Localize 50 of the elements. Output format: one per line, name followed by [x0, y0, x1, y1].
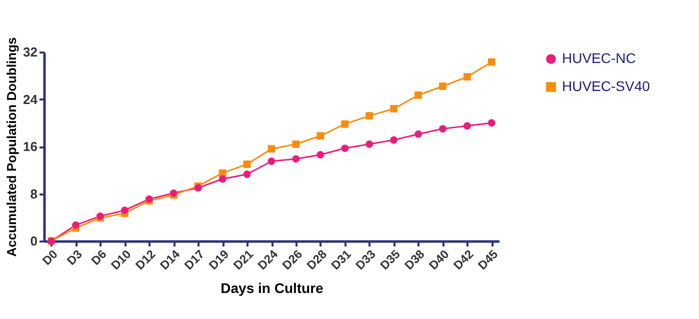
x-tick-label: D21: [230, 246, 256, 273]
point: [341, 120, 349, 128]
point: [414, 130, 422, 138]
point: [72, 221, 80, 229]
point: [243, 160, 251, 168]
point: [243, 170, 251, 178]
point: [268, 145, 276, 153]
point: [121, 206, 128, 214]
point: [414, 91, 422, 99]
x-tick-label: D0: [40, 246, 61, 268]
legend-label: HUVEC-NC: [562, 50, 636, 66]
legend-label: HUVEC-SV40: [562, 78, 650, 94]
y-tick-label: 0: [30, 234, 38, 248]
x-tick-label: D10: [108, 246, 134, 273]
x-tick-label: D24: [255, 246, 281, 273]
x-axis-title: Days in Culture: [220, 280, 324, 296]
point: [439, 125, 446, 132]
x-tick-label: D12: [132, 246, 158, 273]
point: [488, 119, 496, 127]
point: [390, 104, 398, 112]
x-tick-label: D26: [279, 246, 306, 273]
x-tick-label: D33: [352, 246, 379, 273]
point: [390, 136, 398, 144]
point: [316, 151, 324, 158]
point: [463, 122, 471, 130]
point: [439, 82, 446, 90]
y-tick-label: 8: [30, 186, 38, 202]
point: [218, 175, 226, 183]
x-tick-label: D38: [402, 246, 428, 273]
x-tick-label: D42: [450, 246, 476, 273]
x-tick-label: D40: [426, 246, 452, 273]
y-axis-title: Accumulated Population Doublings: [4, 37, 20, 257]
y-tick-label: 16: [23, 139, 38, 154]
point: [268, 158, 276, 165]
x-tick-label: D19: [206, 246, 232, 273]
y-tick-label: 32: [23, 44, 38, 60]
point: [463, 73, 471, 81]
point: [366, 140, 374, 148]
point: [341, 144, 349, 152]
point: [488, 58, 496, 66]
x-tick-label: D6: [88, 246, 110, 268]
x-tick-label: D3: [64, 246, 86, 268]
point: [292, 155, 300, 163]
point: [292, 140, 300, 148]
x-tick-label: D31: [328, 246, 354, 273]
point: [366, 112, 374, 120]
x-tick-label: D14: [157, 246, 183, 273]
point: [316, 132, 324, 140]
y-tick-label: 24: [23, 92, 38, 107]
x-tick-label: D28: [304, 246, 330, 273]
